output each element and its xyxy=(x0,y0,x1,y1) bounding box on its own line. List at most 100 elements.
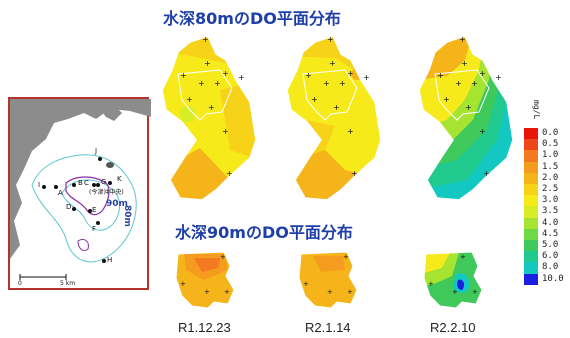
station-label-B: B xyxy=(78,179,83,187)
svg-text:+: + xyxy=(327,288,333,296)
svg-text:+: + xyxy=(208,103,215,112)
svg-text:+: + xyxy=(323,79,330,88)
station-label-D: D xyxy=(66,203,72,211)
date-label-2: R2.1.14 xyxy=(305,320,351,335)
inset-contour-outer xyxy=(31,154,137,263)
svg-text:+: + xyxy=(224,288,230,296)
legend-swatch xyxy=(524,240,538,252)
legend-entry: 1.5 xyxy=(524,161,570,174)
svg-text:+: + xyxy=(226,169,233,178)
legend-label: 1.0 xyxy=(542,150,559,161)
do-map-90m-r2-1-14: + + + + xyxy=(298,251,358,309)
station-label-C: C xyxy=(84,179,89,187)
do-map-80m-r2-1-14: +++ ++ + +++ ++ xyxy=(286,35,382,201)
station-A xyxy=(54,185,58,189)
station-label-G: G xyxy=(101,178,107,186)
legend-label: 4.0 xyxy=(542,217,559,228)
svg-text:+: + xyxy=(180,71,187,80)
station-label-E: E xyxy=(92,206,97,214)
svg-text:+: + xyxy=(460,253,466,261)
svg-text:+: + xyxy=(347,288,353,296)
legend-swatch xyxy=(524,206,538,218)
svg-text:+: + xyxy=(428,280,434,288)
svg-text:+: + xyxy=(363,73,370,82)
legend-entry: 6.0 xyxy=(524,251,570,263)
station-label-A: A xyxy=(58,189,63,197)
legend-unit: mg/L xyxy=(532,100,541,120)
legend-swatch xyxy=(524,273,538,286)
inset-contour-inner xyxy=(61,179,121,231)
svg-text:+: + xyxy=(339,79,346,88)
station-J xyxy=(98,157,102,161)
legend-entry: 1.0 xyxy=(524,150,570,162)
do-map-90m-r1-12-23: + + + + xyxy=(175,251,235,309)
inset-contour-purple-small xyxy=(77,238,89,252)
svg-text:+: + xyxy=(351,169,358,178)
legend-label: 10.0 xyxy=(542,273,564,284)
svg-text:+: + xyxy=(479,69,486,78)
depth-label-90: 90m xyxy=(106,199,128,209)
svg-text:+: + xyxy=(180,280,186,288)
legend-label: 2.0 xyxy=(542,172,559,183)
svg-text:+: + xyxy=(214,79,221,88)
legend-entry: 0.5 xyxy=(524,139,570,151)
legend-entry: 5.0 xyxy=(524,240,570,252)
legend-swatch xyxy=(524,251,538,263)
svg-text:+: + xyxy=(437,71,444,80)
svg-text:+: + xyxy=(443,95,450,104)
svg-text:+: + xyxy=(303,280,309,288)
legend-swatch xyxy=(524,195,538,207)
legend-swatch xyxy=(524,217,538,230)
svg-text:+: + xyxy=(311,95,318,104)
svg-text:+: + xyxy=(461,59,468,68)
station-B xyxy=(72,183,76,187)
legend-label: 2.5 xyxy=(542,184,559,194)
legend-entry: 2.5 xyxy=(524,184,570,196)
station-C xyxy=(92,183,96,187)
inset-map-svg xyxy=(10,99,151,280)
legend-swatch xyxy=(524,161,538,174)
station-I xyxy=(42,185,46,189)
legend-swatch xyxy=(524,150,538,162)
station-label-K: K xyxy=(117,175,122,183)
legend-swatch xyxy=(524,228,538,241)
station-K xyxy=(108,181,112,185)
legend-label: 6.0 xyxy=(542,251,559,262)
location-inset-map: J K B C I A D E F G H (今津沖中央) 90m 80m 0 … xyxy=(8,97,151,290)
depth-label-80: 80m xyxy=(122,205,132,227)
station-F xyxy=(96,221,100,225)
svg-text:+: + xyxy=(204,288,210,296)
do-map-90m-r2-2-10: + + + + xyxy=(423,251,483,309)
title-depth-80: 水深80mのDO平面分布 xyxy=(163,9,341,28)
svg-text:+: + xyxy=(471,79,478,88)
legend-swatch xyxy=(524,184,538,196)
svg-text:+: + xyxy=(465,103,472,112)
svg-text:+: + xyxy=(472,288,478,296)
svg-text:+: + xyxy=(452,288,458,296)
svg-text:+: + xyxy=(198,79,205,88)
station-G xyxy=(96,183,100,187)
legend-entry: 3.5 xyxy=(524,206,570,218)
legend-label: 3.5 xyxy=(542,206,559,217)
legend-label: 4.5 xyxy=(542,228,559,239)
legend-swatch xyxy=(524,128,538,140)
svg-text:+: + xyxy=(222,69,229,78)
legend-label: 0.0 xyxy=(542,128,559,138)
svg-text:+: + xyxy=(305,71,312,80)
station-label-J: J xyxy=(95,147,98,155)
svg-text:+: + xyxy=(343,253,349,261)
svg-text:+: + xyxy=(222,127,229,136)
legend-swatch xyxy=(524,262,538,274)
inset-contour-purple xyxy=(65,176,110,216)
legend-label: 1.5 xyxy=(542,161,559,172)
svg-text:+: + xyxy=(186,95,193,104)
svg-text:+: + xyxy=(220,253,226,261)
title-depth-90: 水深90mのDO平面分布 xyxy=(175,223,353,242)
svg-text:+: + xyxy=(327,35,334,44)
do-map-80m-r2-2-10: +++ ++ + +++ ++ xyxy=(418,35,514,201)
legend-label: 0.5 xyxy=(542,139,559,150)
legend-entry: 4.0 xyxy=(524,217,570,230)
legend-label: 5.0 xyxy=(542,240,559,250)
legend-entry: 2.0 xyxy=(524,172,570,185)
legend-entry: 8.0 xyxy=(524,262,570,274)
